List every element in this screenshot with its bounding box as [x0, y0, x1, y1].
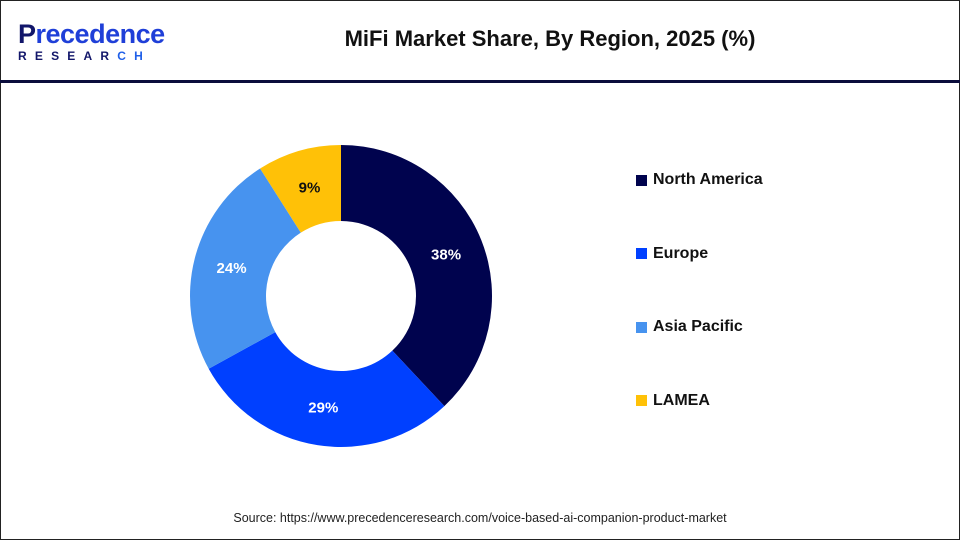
slice-north-america [341, 145, 492, 407]
legend-swatch [636, 321, 647, 333]
logo-subword-accent: CH [117, 49, 151, 63]
legend-label: LAMEA [653, 391, 710, 409]
slice-europe [208, 332, 445, 448]
legend-item: North America [636, 170, 763, 190]
legend-label: Europe [653, 244, 709, 262]
data-label: 24% [217, 260, 247, 277]
legend-label: Asia Pacific [653, 318, 743, 335]
source-text: Source: https://www.precedenceresearch.c… [233, 511, 727, 525]
legend-item: Europe [636, 244, 763, 264]
precedence-research-logo: Precedence RESEARCH [18, 20, 165, 63]
legend-swatch [636, 395, 647, 406]
data-label: 29% [308, 400, 338, 417]
legend-item: LAMEA [636, 391, 763, 411]
slice-asia-pacific [189, 168, 301, 369]
legend-label: North America [653, 171, 763, 188]
data-label: 9% [299, 179, 321, 196]
logo-subword: RESEAR [18, 49, 118, 63]
legend-swatch [636, 248, 647, 259]
logo-word: recedence [35, 19, 166, 49]
legend: North America Europe Asia Pacific LAMEA [636, 170, 763, 464]
header: Precedence RESEARCH MiFi Market Share, B… [0, 0, 960, 83]
logo-letter: P [18, 19, 36, 49]
slice-lamea [260, 145, 341, 233]
chart-title: MiFi Market Share, By Region, 2025 (%) [344, 26, 756, 51]
data-label: 38% [431, 246, 461, 263]
legend-swatch [636, 174, 647, 186]
legend-item: Asia Pacific [636, 317, 763, 337]
